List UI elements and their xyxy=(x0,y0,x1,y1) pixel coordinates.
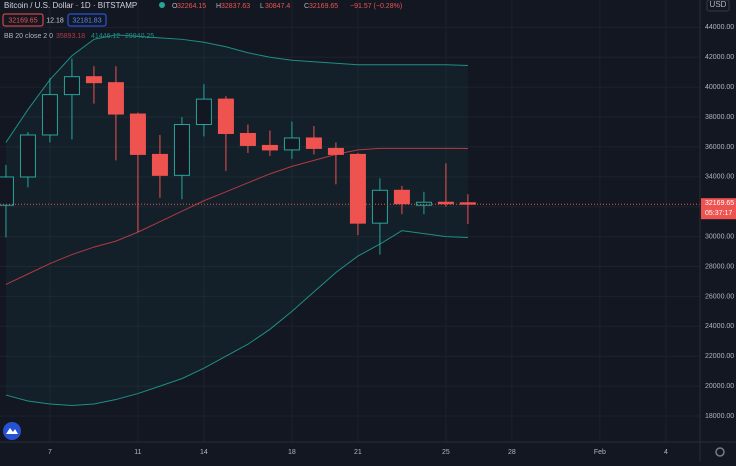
candle-body xyxy=(371,189,388,224)
y-tick-label: 22000.00 xyxy=(705,353,734,360)
y-tick-label: 44000.00 xyxy=(705,24,734,31)
ohlc-value: 32837.63 xyxy=(221,3,250,10)
ohlc-value: 32264.15 xyxy=(177,3,206,10)
y-tick-label: 20000.00 xyxy=(705,383,734,390)
ohlc-key: C xyxy=(304,3,309,10)
candle-body xyxy=(349,153,366,224)
plot xyxy=(0,34,700,407)
bb-label: BB 20 close 2 0 xyxy=(4,33,53,40)
change-value: −91.57 (−0.28%) xyxy=(350,3,402,10)
spread: 12.18 xyxy=(46,17,64,24)
candle-body xyxy=(459,202,476,205)
ask-box[interactable] xyxy=(67,13,107,27)
currency-label: USD xyxy=(710,0,727,9)
ohlc-key: O xyxy=(172,3,178,10)
candle-body xyxy=(283,137,300,151)
logo-icon xyxy=(6,428,18,434)
candle-body xyxy=(41,94,58,136)
candle-body xyxy=(19,134,36,178)
y-tick-label: 28000.00 xyxy=(705,263,734,270)
y-tick-label: 26000.00 xyxy=(705,293,734,300)
candle-body xyxy=(0,176,14,206)
bb-lower-value: 29940.25 xyxy=(125,33,154,40)
band-line xyxy=(5,230,468,407)
candle-body xyxy=(107,82,124,115)
candle-body xyxy=(437,201,454,205)
x-tick-label: 18 xyxy=(288,449,296,456)
labels: 18000.00 20000.00 22000.00 24000.00 26000.00… xyxy=(48,24,736,456)
candle-body xyxy=(327,147,344,155)
x-tick-label: 28 xyxy=(508,449,516,456)
bid-price: 32169.65 xyxy=(8,17,37,24)
x-tick-label: 21 xyxy=(354,449,362,456)
ohlc-value: 32169.65 xyxy=(309,3,338,10)
x-tick-label: 7 xyxy=(48,449,52,456)
candle-body xyxy=(195,98,212,126)
status-dot xyxy=(159,2,165,8)
band-fill xyxy=(5,34,468,406)
band-line xyxy=(5,147,468,285)
candle-body xyxy=(393,189,410,205)
y-tick-label: 40000.00 xyxy=(705,84,734,91)
candle-body xyxy=(173,124,190,176)
ohlc-key: H xyxy=(216,3,221,10)
symbol-title: Bitcoin / U.S. Dollar · 1D · BITSTAMP xyxy=(4,1,137,10)
x-tick-label: 4 xyxy=(664,449,668,456)
y-tick-label: 24000.00 xyxy=(705,323,734,330)
grid xyxy=(0,0,700,442)
ohlc-key: L xyxy=(260,3,264,10)
candle-body xyxy=(151,153,168,176)
ask-price: 32181.83 xyxy=(72,17,101,24)
y-tick-label: 38000.00 xyxy=(705,114,734,121)
ohlc-value: 30847.4 xyxy=(265,3,290,10)
settings-icon[interactable] xyxy=(715,447,725,457)
bb-basis-value: 35893.18 xyxy=(56,33,85,40)
y-tick-label: 18000.00 xyxy=(705,413,734,420)
last-price-label: 32169.65 xyxy=(705,200,734,207)
band-line xyxy=(5,34,468,143)
ohlc-legend: O 32264.15 H 32837.63 L 30847.4 C 32169.65 −91.5… xyxy=(172,3,402,10)
candle-body xyxy=(261,144,278,151)
candle-body xyxy=(217,98,234,134)
x-tick-label: 11 xyxy=(134,449,141,456)
x-tick-label: 14 xyxy=(200,449,208,456)
candle-body xyxy=(85,76,102,84)
bid-box[interactable] xyxy=(2,13,44,27)
y-tick-label: 34000.00 xyxy=(705,174,734,181)
countdown-label: 05:37:17 xyxy=(705,210,732,217)
x-tick-label: Feb xyxy=(594,449,606,456)
candle-body xyxy=(63,76,80,96)
x-tick-label: 25 xyxy=(442,449,450,456)
currency-box[interactable] xyxy=(706,0,730,12)
last-price-tag xyxy=(701,198,736,220)
y-tick-label: 36000.00 xyxy=(705,144,734,151)
bb-upper-value: 41446.12 xyxy=(91,33,120,40)
candle-body xyxy=(305,137,322,149)
candle-body xyxy=(129,113,146,155)
candle-body xyxy=(239,132,256,146)
y-tick-label: 42000.00 xyxy=(705,54,734,61)
y-tick-label: 30000.00 xyxy=(705,233,734,240)
